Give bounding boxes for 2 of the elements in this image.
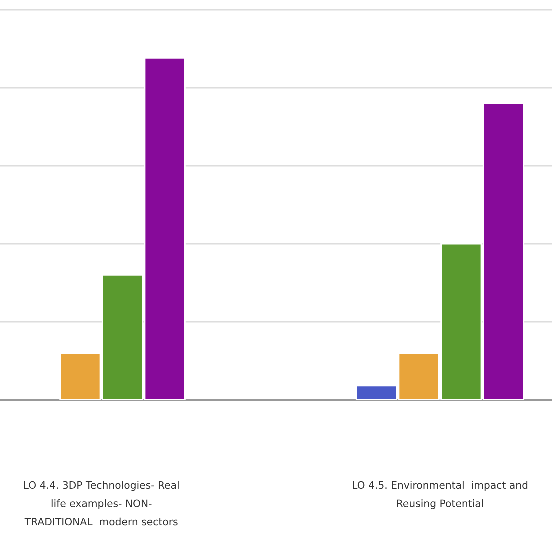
x-tick-label: LO 4.5. Environmental impact and Reusing Potential (353, 481, 528, 510)
x-tick-label: LO 4.4. 3DP Technologies- Real life examples- NON- TRADITIONAL modern sectors (24, 481, 179, 526)
